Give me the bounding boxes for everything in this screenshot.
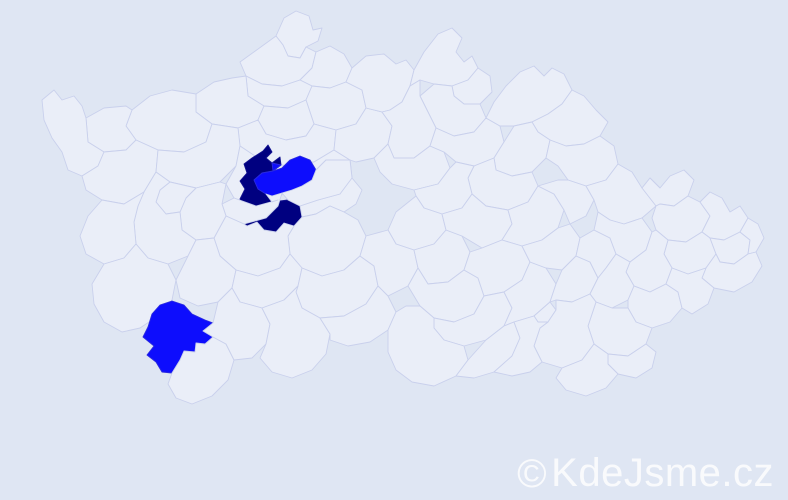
watermark: © KdeJsme.cz xyxy=(517,453,774,494)
district-karvina[interactable] xyxy=(739,217,765,255)
district-praha-vychod-b[interactable] xyxy=(281,159,353,207)
district-usti-nad-orlici[interactable] xyxy=(537,179,595,225)
district-zlin[interactable] xyxy=(627,283,683,329)
district-hodonin-south[interactable] xyxy=(555,343,619,397)
district-breclav-east[interactable] xyxy=(493,315,549,377)
district-jindrichuv-hradec[interactable] xyxy=(259,285,331,379)
district-vsetin[interactable] xyxy=(665,267,715,315)
watermark-text: KdeJsme.cz xyxy=(551,451,774,495)
copyright-icon: © xyxy=(517,452,548,496)
district-liberec[interactable] xyxy=(409,27,479,87)
